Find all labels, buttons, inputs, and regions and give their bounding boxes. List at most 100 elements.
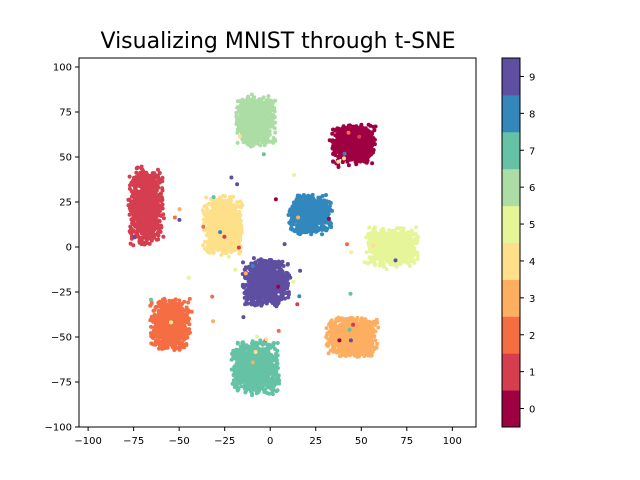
point bbox=[333, 332, 337, 337]
point bbox=[154, 319, 159, 324]
point bbox=[209, 229, 214, 234]
point bbox=[366, 319, 371, 324]
point bbox=[177, 314, 182, 319]
point bbox=[149, 229, 154, 234]
scatter-points bbox=[126, 92, 421, 398]
point bbox=[178, 336, 183, 341]
point bbox=[204, 195, 209, 200]
point bbox=[139, 207, 144, 212]
point bbox=[220, 245, 225, 250]
point bbox=[364, 250, 369, 255]
point bbox=[152, 212, 156, 217]
point bbox=[155, 339, 160, 343]
point bbox=[127, 186, 132, 191]
point bbox=[201, 243, 206, 248]
point bbox=[128, 230, 133, 235]
point bbox=[341, 146, 345, 151]
chart-title: Visualizing MNIST through t-SNE bbox=[101, 29, 456, 54]
point bbox=[339, 322, 344, 327]
point bbox=[360, 147, 365, 152]
point bbox=[160, 186, 165, 191]
point bbox=[165, 337, 169, 342]
point bbox=[210, 214, 215, 219]
point bbox=[350, 144, 355, 149]
point bbox=[162, 341, 167, 346]
point bbox=[178, 323, 183, 328]
point bbox=[145, 179, 150, 184]
point bbox=[126, 203, 131, 208]
point bbox=[347, 142, 352, 147]
point bbox=[224, 208, 229, 213]
point bbox=[207, 250, 212, 255]
point bbox=[367, 326, 371, 330]
point bbox=[187, 327, 192, 332]
point bbox=[373, 329, 378, 334]
point bbox=[178, 303, 183, 308]
point bbox=[353, 133, 358, 138]
point bbox=[354, 162, 359, 167]
point bbox=[358, 351, 363, 356]
point bbox=[158, 301, 163, 306]
point bbox=[210, 236, 215, 240]
point bbox=[154, 237, 159, 242]
point bbox=[171, 343, 176, 348]
point bbox=[330, 138, 335, 143]
point bbox=[376, 325, 381, 330]
point bbox=[363, 322, 368, 327]
point bbox=[187, 296, 192, 301]
point bbox=[225, 199, 230, 203]
point bbox=[137, 226, 142, 230]
point bbox=[349, 151, 354, 156]
point bbox=[140, 217, 145, 222]
point bbox=[150, 222, 155, 226]
point bbox=[148, 193, 153, 198]
point bbox=[368, 123, 373, 128]
point bbox=[129, 182, 134, 187]
point bbox=[364, 350, 368, 355]
point bbox=[151, 319, 156, 324]
point bbox=[355, 333, 360, 338]
point bbox=[184, 343, 189, 347]
point bbox=[352, 148, 357, 153]
point bbox=[147, 207, 152, 212]
point bbox=[356, 330, 361, 335]
point bbox=[353, 351, 358, 356]
point bbox=[354, 124, 358, 129]
point bbox=[135, 165, 140, 170]
point bbox=[237, 212, 242, 217]
point bbox=[342, 136, 347, 141]
point bbox=[174, 345, 179, 350]
point bbox=[367, 329, 372, 334]
point bbox=[351, 334, 356, 339]
point bbox=[223, 194, 227, 199]
point bbox=[225, 204, 230, 209]
point bbox=[231, 208, 236, 213]
point bbox=[334, 318, 339, 323]
point bbox=[136, 172, 141, 177]
point bbox=[349, 155, 354, 160]
point bbox=[350, 316, 355, 321]
cluster-2 bbox=[148, 296, 192, 352]
point bbox=[226, 241, 231, 246]
point bbox=[144, 239, 149, 244]
point bbox=[218, 234, 222, 239]
point bbox=[213, 218, 218, 223]
point bbox=[211, 209, 215, 214]
point bbox=[357, 337, 362, 342]
point bbox=[365, 128, 370, 133]
point bbox=[157, 196, 162, 201]
point bbox=[157, 311, 161, 316]
point bbox=[414, 225, 418, 230]
point bbox=[351, 124, 356, 129]
point bbox=[346, 163, 351, 168]
point bbox=[336, 146, 341, 151]
point bbox=[177, 319, 182, 324]
point bbox=[165, 332, 170, 337]
point bbox=[213, 242, 218, 247]
point bbox=[221, 203, 226, 208]
point bbox=[339, 327, 343, 332]
point bbox=[347, 334, 352, 339]
point bbox=[375, 320, 380, 325]
point bbox=[208, 225, 213, 230]
point bbox=[153, 305, 158, 310]
